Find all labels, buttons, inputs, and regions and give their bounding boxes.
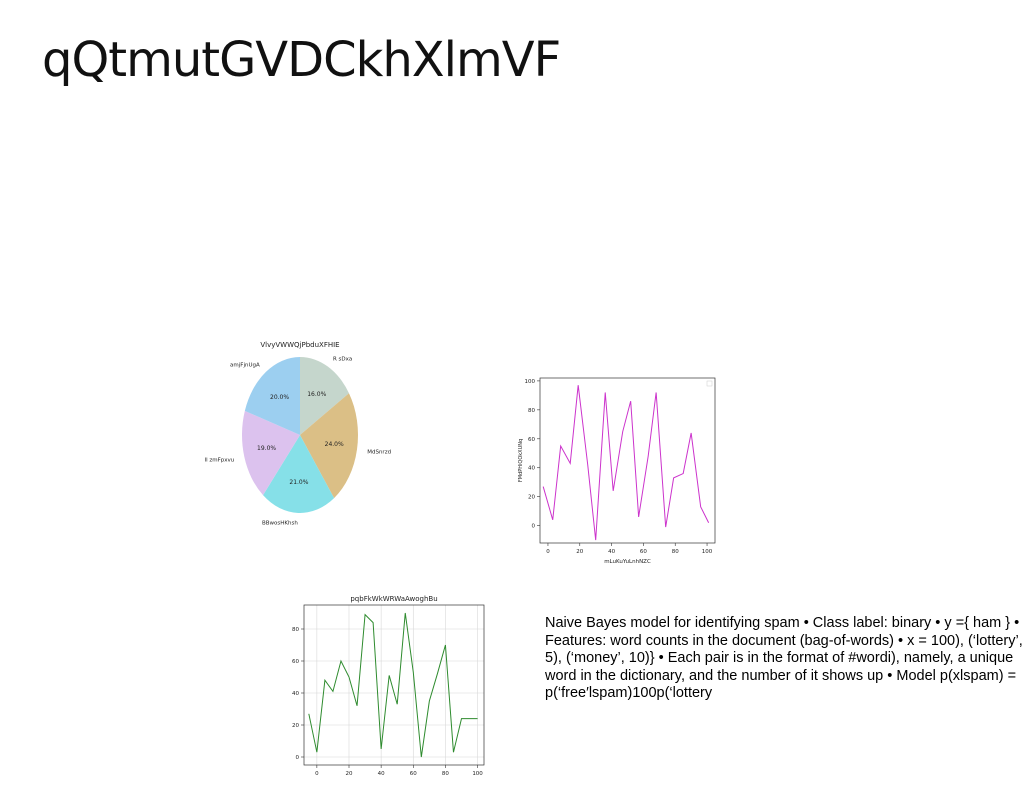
line-chart-green: pqbFkWkWRWaAwoghBu 0 20 40 60 80 100 0 20 40 60 80 xyxy=(292,595,485,777)
y-tick-label: 40 xyxy=(528,466,535,472)
pie-slice xyxy=(244,357,300,435)
plot-frame xyxy=(303,604,485,766)
pie-slice xyxy=(242,410,300,496)
y-axis-label: FMdPHiQOkXUNq xyxy=(518,439,524,482)
x-tick-label: 100 xyxy=(702,549,713,555)
slice-percent-label: 16.0% xyxy=(307,391,326,398)
y-tick-label: 40 xyxy=(292,691,299,697)
series-line xyxy=(542,385,710,541)
series-line xyxy=(308,612,478,758)
x-tick-label: 0 xyxy=(546,549,550,555)
y-tick-label: 0 xyxy=(532,524,536,530)
chart-title: VlvyVWWQjPbduXFHIE xyxy=(260,341,339,349)
body-text: Naive Bayes model for identifying spam •… xyxy=(545,615,1023,701)
slide-title: qQtmutGVDCkhXlmVF xyxy=(42,32,561,88)
x-tick-label: 60 xyxy=(640,549,647,555)
pie-slice xyxy=(300,393,358,499)
slice-label: amjFjnUgA xyxy=(230,362,260,368)
x-tick-label: 40 xyxy=(608,549,615,555)
x-tick-label: 20 xyxy=(576,549,583,555)
y-tick-label: 60 xyxy=(528,437,535,443)
slice-label: Il zmFpxvu xyxy=(204,457,234,463)
slice-label: MdSnrzd xyxy=(367,449,391,455)
x-tick-label: 100 xyxy=(472,771,483,777)
slice-label: R sDxa xyxy=(333,356,352,362)
pie-chart: VlvyVWWQjPbduXFHIE 16.0% R sDxa 24.0% MdSnrz… xyxy=(204,341,391,526)
chart-title: pqbFkWkWRWaAwoghBu xyxy=(350,595,437,603)
y-tick-label: 100 xyxy=(525,379,536,385)
y-tick-label: 0 xyxy=(296,755,300,761)
x-tick-label: 20 xyxy=(346,771,353,777)
y-tick-label: 20 xyxy=(292,723,299,729)
slice-percent-label: 20.0% xyxy=(270,394,289,401)
slice-percent-label: 24.0% xyxy=(325,441,344,448)
x-tick-label: 80 xyxy=(672,549,679,555)
pie-slice xyxy=(300,357,349,435)
slice-percent-label: 19.0% xyxy=(257,445,276,452)
y-tick-label: 80 xyxy=(528,408,535,414)
y-tick-label: 20 xyxy=(528,495,535,501)
slice-percent-label: 21.0% xyxy=(289,479,308,486)
line-chart-magenta: 0 20 40 60 80 100 0 20 40 60 80 100 mLuKuYuLnhNZC FMd… xyxy=(518,377,716,565)
y-tick-label: 60 xyxy=(292,659,299,665)
x-tick-label: 40 xyxy=(378,771,385,777)
slice-label: BBwosHKhsh xyxy=(262,520,298,526)
x-tick-label: 0 xyxy=(315,771,319,777)
x-tick-label: 60 xyxy=(410,771,417,777)
x-tick-label: 80 xyxy=(442,771,449,777)
y-tick-label: 80 xyxy=(292,627,299,633)
plot-frame xyxy=(539,377,716,544)
pie-slice xyxy=(263,435,335,513)
x-axis-label: mLuKuYuLnhNZC xyxy=(604,559,651,565)
legend-box xyxy=(706,380,713,387)
